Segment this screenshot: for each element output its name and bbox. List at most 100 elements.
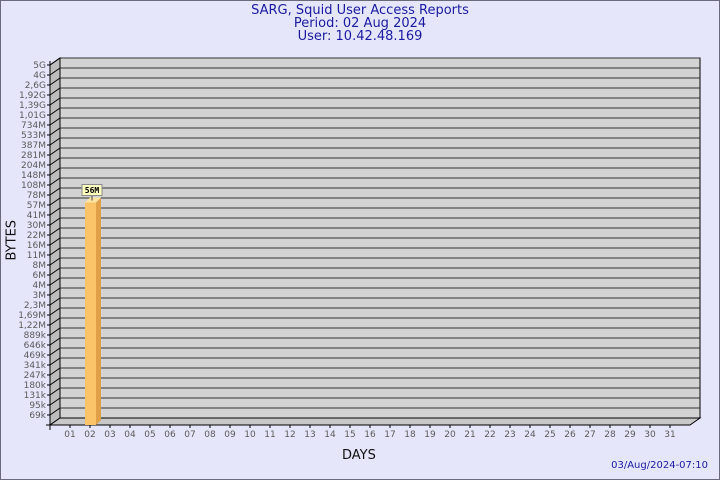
y-tick-depth [49, 277, 61, 286]
y-tick-label: 16M [27, 241, 46, 251]
data-label-box [81, 184, 103, 197]
y-tick-depth [49, 67, 61, 76]
x-tick-label: 30 [644, 430, 656, 440]
y-tick-depth [49, 387, 61, 396]
y-tick-label: 108M [21, 181, 46, 191]
y-tick-label: 1,92G [19, 91, 46, 101]
x-tick-label: 04 [124, 430, 136, 440]
y-tick-label: 387M [21, 141, 46, 151]
y-tick-depth [49, 297, 61, 306]
x-axis-title: DAYS [342, 448, 376, 463]
y-tick-depth [49, 397, 61, 406]
data-label: 56M [85, 186, 100, 195]
x-tick-label: 28 [604, 430, 616, 440]
y-tick-label: 889k [24, 331, 47, 341]
x-tick-label: 13 [304, 430, 315, 440]
y-tick-depth [49, 287, 61, 296]
y-tick-label: 3M [33, 291, 47, 301]
x-tick-label: 10 [244, 430, 256, 440]
x-tick-label: 25 [544, 430, 555, 440]
y-tick-depth [49, 147, 61, 156]
y-tick-label: 2,3M [24, 301, 46, 311]
y-tick-depth [49, 167, 61, 176]
x-tick-label: 22 [484, 430, 495, 440]
chart-period: Period: 02 Aug 2024 [293, 16, 427, 31]
y-tick-depth [49, 117, 61, 126]
y-tick-depth [49, 267, 61, 276]
y-tick-label: 204M [21, 161, 46, 171]
plot-floor [48, 417, 702, 426]
bar-top-02 [85, 197, 101, 203]
y-tick-label: 646k [24, 341, 47, 351]
y-tick-label: 6M [33, 271, 47, 281]
y-tick-depth [49, 157, 61, 166]
y-tick-label: 8M [33, 261, 47, 271]
chart-title: SARG, Squid User Access Reports [251, 3, 469, 18]
y-tick-depth [49, 357, 61, 366]
y-tick-label: 4G [33, 71, 46, 81]
y-tick-depth [49, 87, 61, 96]
y-tick-depth [49, 237, 61, 246]
y-tick-depth [49, 97, 61, 106]
y-tick-label: 247k [24, 371, 47, 381]
y-tick-label: 1,01G [19, 111, 46, 121]
y-tick-depth [49, 217, 61, 226]
y-tick-depth [49, 227, 61, 236]
y-tick-depth [49, 367, 61, 376]
y-tick-label: 4M [33, 281, 47, 291]
x-tick-label: 24 [524, 430, 536, 440]
y-tick-depth [49, 127, 61, 136]
x-tick-label: 16 [364, 430, 376, 440]
x-tick-label: 02 [84, 430, 95, 440]
y-tick-label: 281M [21, 151, 46, 161]
y-tick-depth [49, 337, 61, 346]
y-tick-depth [49, 207, 61, 216]
x-tick-label: 17 [384, 430, 395, 440]
y-tick-label: 469k [24, 351, 47, 361]
y-tick-depth [49, 187, 61, 196]
x-tick-label: 18 [404, 430, 416, 440]
y-tick-depth [49, 347, 61, 356]
y-tick-label: 69k [29, 411, 46, 421]
x-tick-label: 05 [144, 430, 155, 440]
y-tick-depth [49, 57, 61, 66]
y-tick-label: 148M [21, 171, 46, 181]
x-tick-label: 15 [344, 430, 355, 440]
y-tick-label: 180k [24, 381, 47, 391]
y-tick-depth [49, 77, 61, 86]
y-tick-label: 1,69M [18, 311, 46, 321]
y-tick-label: 734M [21, 121, 46, 131]
y-tick-label: 2,6G [25, 81, 46, 91]
y-tick-depth [49, 407, 61, 416]
y-tick-label: 95k [29, 401, 46, 411]
y-tick-label: 1,39G [19, 101, 46, 111]
x-tick-label: 09 [224, 430, 236, 440]
y-tick-label: 11M [27, 251, 46, 261]
y-tick-depth [49, 197, 61, 206]
y-tick-depth [49, 327, 61, 336]
x-tick-label: 27 [584, 430, 595, 440]
x-tick-label: 11 [264, 430, 275, 440]
y-tick-depth [49, 247, 61, 256]
y-tick-label: 131k [24, 391, 47, 401]
x-tick-label: 26 [564, 430, 576, 440]
x-tick-label: 20 [444, 430, 456, 440]
generated-timestamp: 03/Aug/2024-07:10 [611, 460, 708, 471]
x-tick-label: 08 [204, 430, 216, 440]
y-tick-depth [49, 107, 61, 116]
bar-side-02 [96, 197, 101, 425]
y-axis-title: BYTES [4, 219, 20, 261]
x-tick-label: 31 [664, 430, 675, 440]
y-tick-depth [49, 377, 61, 386]
x-tick-label: 01 [64, 430, 75, 440]
y-tick-depth [49, 307, 61, 316]
y-tick-label: 533M [21, 131, 46, 141]
y-tick-depth [49, 317, 61, 326]
y-tick-label: 78M [27, 191, 46, 201]
chart-user: User: 10.42.48.169 [297, 29, 423, 44]
x-tick-label: 07 [184, 430, 195, 440]
x-tick-label: 23 [504, 430, 515, 440]
y-tick-depth [49, 137, 61, 146]
x-tick-label: 03 [104, 430, 115, 440]
